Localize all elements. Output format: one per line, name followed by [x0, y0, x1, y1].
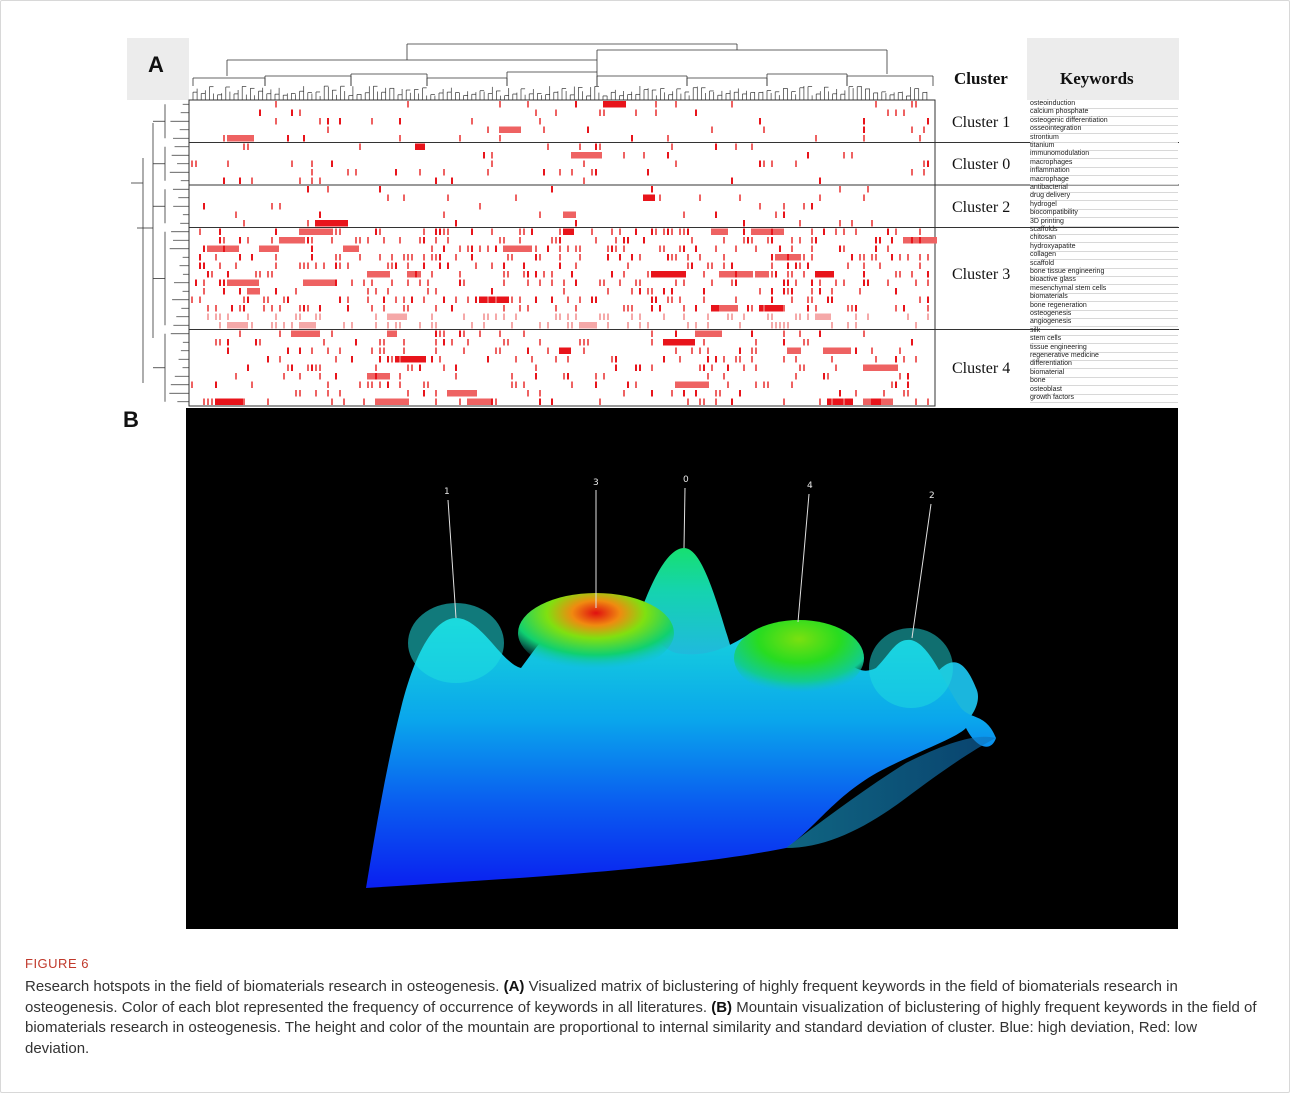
peak-label: 2 — [929, 491, 935, 501]
keyword-label: osteoinduction — [1030, 100, 1178, 109]
keywords-column-header: Keywords — [1060, 69, 1134, 88]
peak-line — [683, 487, 686, 549]
mountain-visualization: 1 3 0 4 2 — [186, 408, 1178, 929]
keyword-label: biocompatibility — [1030, 209, 1178, 219]
keyword-label: differentiation — [1030, 360, 1178, 370]
header-background — [1027, 38, 1179, 100]
keyword-label: calcium phosphate — [1030, 108, 1178, 118]
keyword-label: tissue engineering — [1030, 344, 1178, 353]
caption-part-a: Visualized matrix of biclustering of hig… — [25, 978, 1178, 1016]
cluster-label: Cluster 3 — [952, 266, 1011, 283]
peak-label: 3 — [593, 478, 599, 488]
label-background — [127, 38, 189, 100]
figure-caption: FIGURE 6 Research hotspots in the field … — [25, 956, 1265, 1059]
keyword-label: hydrogel — [1030, 201, 1178, 210]
keyword-label: regenerative medicine — [1030, 352, 1178, 361]
keyword-label: macrophage — [1030, 176, 1178, 185]
peak-label: 4 — [807, 481, 813, 491]
cluster-label: Cluster 0 — [952, 156, 1011, 173]
keyword-label: macrophages — [1030, 159, 1178, 168]
caption-text: Research hotspots in the field of biomat… — [25, 977, 1265, 1059]
cluster-separators — [189, 142, 1179, 330]
keyword-label: mesenchymal stem cells — [1030, 285, 1178, 294]
heatmap-cells — [191, 101, 937, 405]
caption-intro: Research hotspots in the field of biomat… — [25, 978, 500, 995]
keyword-label: antibacterial — [1030, 184, 1178, 193]
cluster-label: Cluster 4 — [952, 360, 1011, 377]
keyword-label: titanium — [1030, 142, 1178, 151]
peak-label: 0 — [683, 475, 689, 485]
caption-part-b-label: (B) — [711, 998, 733, 1016]
keyword-label: biomaterials — [1030, 293, 1178, 303]
keyword-label: silk — [1030, 327, 1178, 336]
peak-line — [447, 499, 457, 619]
cluster-column-header: Cluster — [954, 69, 1008, 88]
caption-part-b: Mountain visualization of biclustering o… — [25, 998, 1257, 1057]
peak-line — [911, 503, 932, 639]
figure-label: FIGURE 6 — [25, 956, 89, 971]
keyword-label: angiogenesis — [1030, 318, 1178, 328]
keyword-label: chitosan — [1030, 234, 1178, 244]
left-dendrogram — [131, 103, 189, 403]
peak-line — [797, 493, 810, 623]
biclustering-matrix — [127, 38, 1179, 407]
keyword-label: osteogenic differentiation — [1030, 117, 1178, 126]
keyword-label: scaffolds — [1030, 226, 1178, 235]
cluster-label: Cluster 2 — [952, 199, 1011, 216]
cluster-label: Cluster 1 — [952, 114, 1011, 131]
keyword-label: bone — [1030, 377, 1178, 387]
keyword-label: osteoblast — [1030, 386, 1178, 395]
keyword-label: 3D printing — [1030, 218, 1178, 227]
heatmap-box — [188, 99, 936, 407]
mountain-surface — [366, 487, 996, 888]
keyword-label: osteogenesis — [1030, 310, 1178, 319]
keyword-label: drug delivery — [1030, 192, 1178, 202]
keyword-label: bone regeneration — [1030, 302, 1178, 311]
caption-part-a-label: (A) — [503, 978, 525, 995]
keyword-label: osseointegration — [1030, 125, 1178, 135]
keyword-label: biomaterial — [1030, 369, 1178, 378]
peak-label: 1 — [444, 487, 450, 497]
keyword-label: hydroxyapatite — [1030, 243, 1178, 252]
keyword-label: bioactive glass — [1030, 276, 1178, 286]
panel-b-label: B — [123, 407, 139, 432]
keyword-label: immunomodulation — [1030, 150, 1178, 160]
keyword-label: strontium — [1030, 134, 1178, 143]
keyword-label: inflammation — [1030, 167, 1178, 177]
keyword-label: scaffold — [1030, 260, 1178, 269]
panel-a-label: A — [148, 52, 164, 77]
keyword-label: collagen — [1030, 251, 1178, 261]
keyword-label: stem cells — [1030, 335, 1178, 345]
top-dendrogram — [192, 43, 934, 100]
keyword-label: bone tissue engineering — [1030, 268, 1178, 277]
keyword-label: growth factors — [1030, 394, 1178, 403]
